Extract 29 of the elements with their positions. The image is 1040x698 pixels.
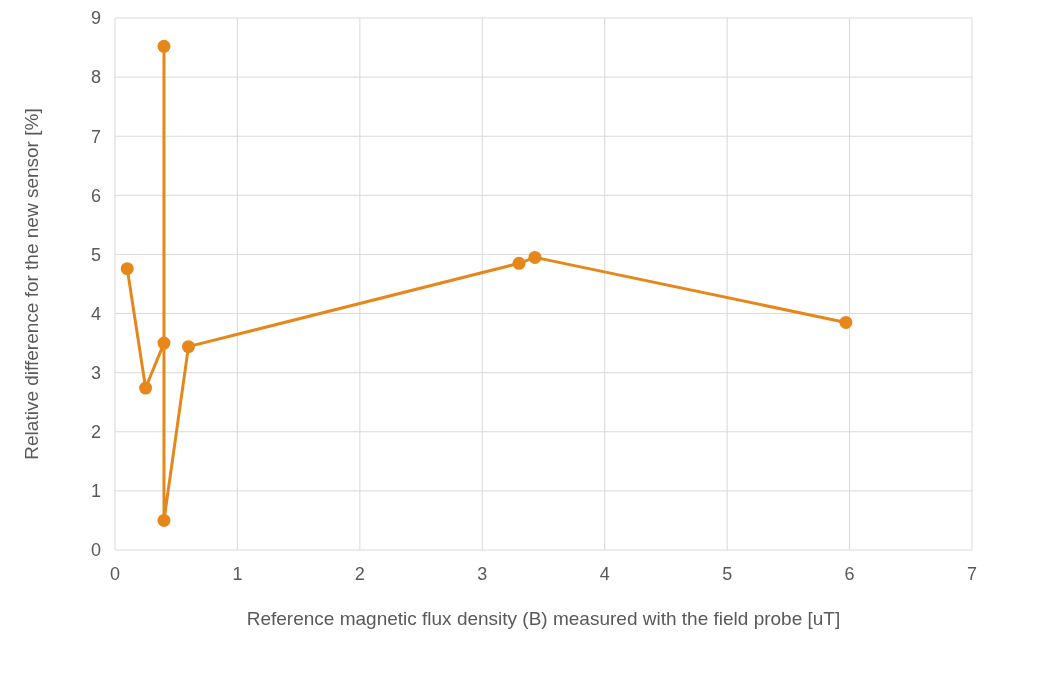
y-axis-title: Relative difference for the new sensor [%] (21, 108, 42, 460)
x-tick-label: 7 (966, 564, 978, 584)
x-axis-title: Reference magnetic flux density (B) measured with the field probe [uT] (246, 608, 841, 629)
y-tick-label: 1 (90, 481, 101, 502)
point (181, 340, 195, 354)
point (839, 315, 853, 329)
y-tick-label: 9 (90, 8, 101, 29)
point (512, 256, 526, 270)
y-tick-label: 8 (90, 67, 101, 88)
x-tick-label: 2 (354, 564, 365, 584)
point (120, 262, 134, 276)
x-tick-label: 5 (722, 564, 733, 584)
y-tick-label: 4 (90, 303, 101, 324)
y-tick-label: 6 (90, 185, 101, 206)
x-tick-label: 1 (232, 564, 243, 584)
point (528, 250, 542, 264)
y-tick-label: 5 (90, 244, 101, 265)
y-tick-label: 2 (90, 422, 101, 443)
point (157, 513, 171, 527)
y-tick-label: 3 (90, 362, 101, 383)
x-tick-label: 0 (109, 564, 121, 584)
point (139, 381, 153, 395)
y-tick-label: 7 (90, 126, 101, 147)
x-tick-label: 3 (477, 564, 488, 584)
x-tick-label: 4 (599, 564, 610, 584)
point (157, 336, 171, 350)
point (157, 39, 171, 53)
y-tick-label: 0 (90, 540, 101, 561)
x-tick-label: 6 (844, 564, 855, 584)
